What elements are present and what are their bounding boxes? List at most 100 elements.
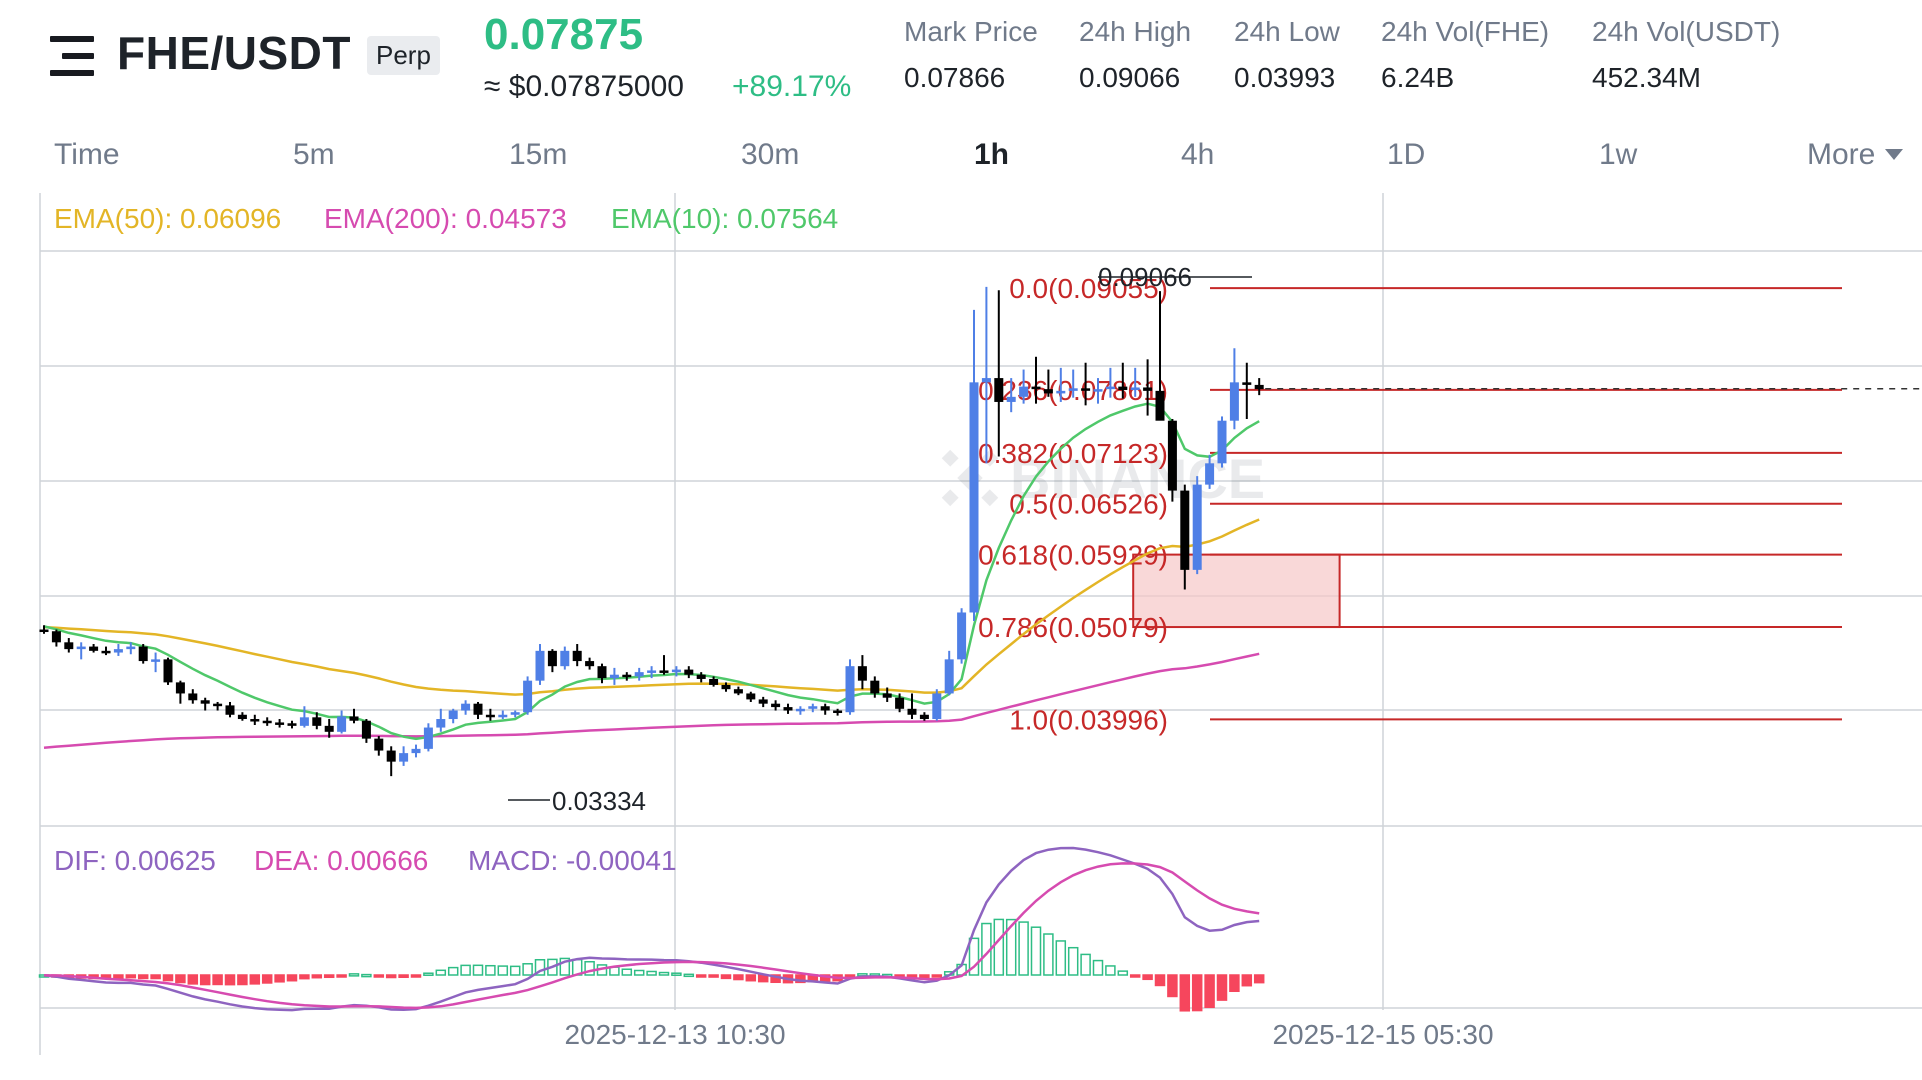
candle[interactable] (138, 644, 148, 664)
candle[interactable] (76, 642, 86, 660)
tab-more[interactable]: More (1807, 138, 1904, 172)
tab-5m[interactable]: 5m (293, 138, 335, 171)
candle[interactable] (1093, 378, 1103, 404)
candle[interactable] (833, 708, 843, 716)
candle[interactable] (721, 682, 731, 692)
candle[interactable] (337, 710, 347, 734)
candle[interactable] (969, 309, 979, 622)
candle[interactable] (957, 608, 967, 664)
candle[interactable] (1019, 369, 1029, 404)
candle[interactable] (622, 672, 632, 681)
candle[interactable] (671, 666, 681, 677)
candle[interactable] (250, 714, 260, 725)
candle[interactable] (572, 644, 582, 667)
candle[interactable] (126, 642, 136, 655)
candle[interactable] (113, 644, 123, 656)
candle[interactable] (547, 649, 557, 673)
tab-30m[interactable]: 30m (741, 138, 800, 171)
tab-time[interactable]: Time (54, 138, 120, 171)
candle[interactable] (585, 657, 595, 670)
candle[interactable] (287, 720, 297, 729)
candle[interactable] (498, 710, 508, 720)
candle[interactable] (597, 663, 607, 684)
candle[interactable] (919, 712, 929, 721)
candle[interactable] (225, 701, 235, 718)
candle[interactable] (944, 650, 954, 696)
candle[interactable] (1143, 359, 1153, 416)
candle[interactable] (213, 701, 223, 711)
pair-name[interactable]: FHE/USDT (117, 27, 351, 79)
candle[interactable] (461, 700, 471, 715)
candle[interactable] (795, 706, 805, 715)
candle[interactable] (994, 290, 1004, 457)
candle[interactable] (857, 655, 867, 690)
candle[interactable] (1254, 378, 1264, 396)
candle[interactable] (535, 644, 545, 685)
candle[interactable] (1056, 367, 1066, 402)
candle[interactable] (870, 676, 880, 698)
candle[interactable] (684, 666, 694, 679)
candle[interactable] (374, 736, 384, 756)
candle[interactable] (39, 625, 49, 634)
candle[interactable] (1180, 484, 1190, 590)
candle[interactable] (262, 717, 272, 726)
candle[interactable] (436, 708, 446, 732)
candle[interactable] (1130, 367, 1140, 397)
candle[interactable] (1229, 348, 1239, 430)
candle[interactable] (771, 700, 781, 711)
tab-1h[interactable]: 1h (974, 138, 1010, 171)
candle[interactable] (64, 638, 74, 653)
candle[interactable] (808, 703, 818, 713)
candle[interactable] (188, 689, 198, 704)
candle[interactable] (1105, 367, 1115, 398)
candle[interactable] (1031, 356, 1041, 404)
candle[interactable] (709, 676, 719, 687)
candle[interactable] (349, 708, 359, 724)
candle[interactable] (1167, 418, 1177, 502)
fibonacci-lines[interactable] (1210, 287, 1842, 721)
candle[interactable] (299, 706, 309, 728)
candle[interactable] (175, 680, 185, 704)
candle[interactable] (820, 703, 830, 715)
candle[interactable] (275, 719, 285, 728)
candle[interactable] (1043, 369, 1053, 397)
candle[interactable] (907, 693, 917, 720)
candle[interactable] (312, 712, 322, 730)
candle[interactable] (733, 686, 743, 696)
candle[interactable] (1217, 416, 1227, 468)
candle[interactable] (845, 659, 855, 715)
tab-1d[interactable]: 1D (1387, 138, 1426, 171)
candle[interactable] (51, 629, 61, 647)
candle[interactable] (634, 667, 644, 681)
candle[interactable] (1006, 378, 1016, 413)
candle[interactable] (932, 689, 942, 721)
candle[interactable] (151, 652, 161, 673)
candles[interactable] (39, 286, 1264, 777)
candle[interactable] (448, 708, 458, 724)
candle[interactable] (89, 644, 99, 653)
menu-icon[interactable] (50, 36, 94, 76)
candle[interactable] (423, 723, 433, 752)
candle[interactable] (659, 655, 669, 675)
candle[interactable] (696, 672, 706, 683)
tab-1w[interactable]: 1w (1599, 138, 1638, 171)
candle[interactable] (981, 286, 991, 464)
candle[interactable] (399, 746, 409, 766)
candle[interactable] (1118, 362, 1128, 399)
candle[interactable] (882, 687, 892, 702)
candle[interactable] (324, 719, 334, 738)
candle[interactable] (163, 657, 173, 685)
candle[interactable] (361, 719, 371, 743)
candle[interactable] (783, 703, 793, 714)
tab-15m[interactable]: 15m (509, 138, 568, 171)
candle[interactable] (1242, 362, 1252, 419)
candle[interactable] (1068, 369, 1078, 398)
candle[interactable] (1155, 291, 1165, 421)
candle[interactable] (510, 710, 520, 718)
candle[interactable] (523, 676, 533, 715)
candle[interactable] (1192, 476, 1202, 575)
candle[interactable] (411, 744, 421, 758)
candle[interactable] (386, 746, 396, 777)
candle[interactable] (746, 691, 756, 702)
